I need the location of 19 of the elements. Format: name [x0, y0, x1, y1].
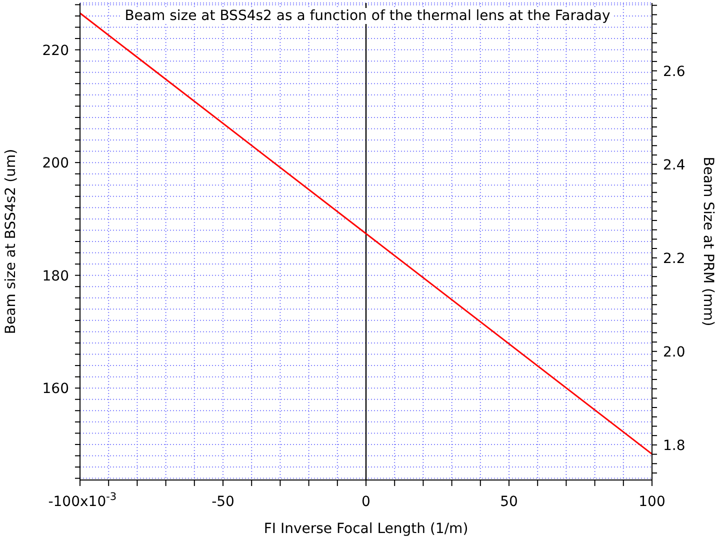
y2-axis-title: Beam Size at PRM (mm) [700, 156, 715, 326]
y2-tick-label: 1.8 [663, 438, 686, 454]
y2-tick-label: 2.0 [663, 344, 686, 360]
y-tick-label: 160 [42, 381, 69, 398]
x-tick-label: 100 [638, 494, 666, 510]
y-tick-label: 180 [42, 268, 69, 284]
y2-tick-label: 2.6 [663, 64, 686, 80]
y-axis-title: Beam size at BSS4s2 (um) [2, 148, 19, 334]
chart-title: Beam size at BSS4s2 as a function of the thermal lens at the Faraday [122, 8, 614, 24]
text: x10$^{-3}$ [80, 491, 117, 510]
x-tick-label: -50 [212, 494, 234, 510]
y-tick-label: 220 [42, 42, 69, 59]
y-tick-label: 200 [42, 156, 69, 172]
x-tick-label: 50 [500, 494, 518, 510]
x-axis-title: FI Inverse Focal Length (1/m) [264, 521, 468, 537]
y2-tick-label: 2.2 [663, 250, 686, 267]
x-tick-label: 0 [362, 494, 370, 510]
y2-tick-label: 2.4 [663, 157, 686, 174]
x-tick-label: -100 [48, 494, 80, 510]
